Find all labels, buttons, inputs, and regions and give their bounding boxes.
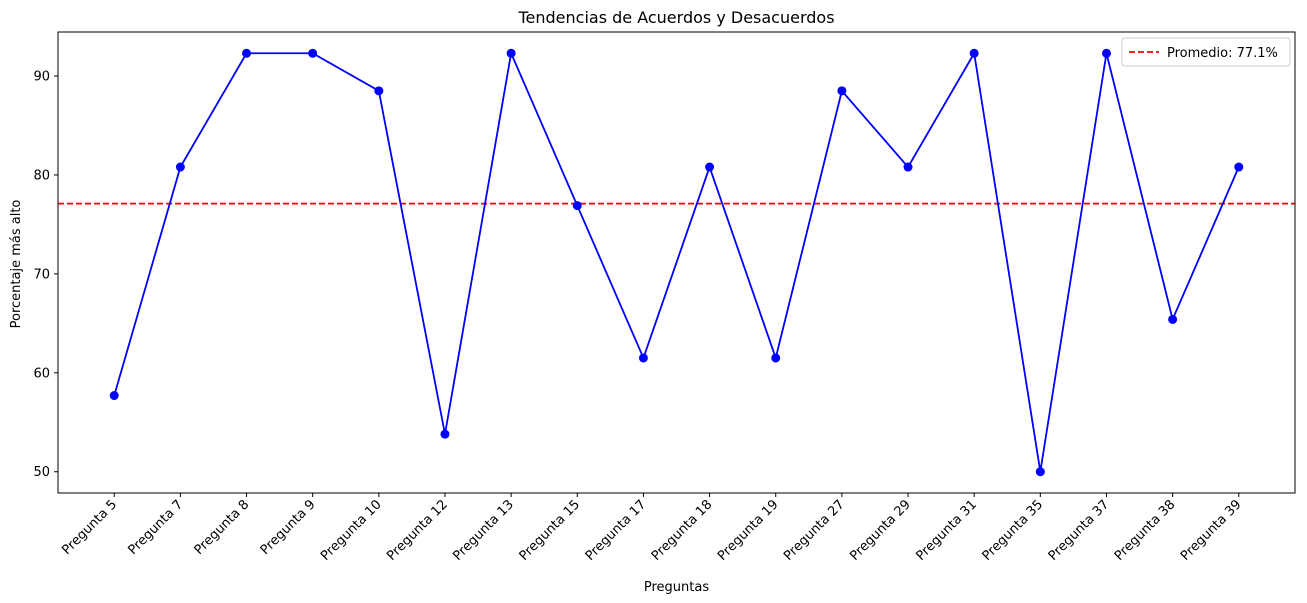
data-point (903, 162, 913, 172)
x-tick-label: Pregunta 9 (258, 497, 319, 558)
x-tick-label: Pregunta 10 (318, 497, 385, 564)
data-point (1168, 314, 1178, 324)
y-tick-label: 60 (33, 366, 50, 381)
data-point (506, 48, 516, 58)
x-tick-label: Pregunta 37 (1046, 497, 1113, 564)
x-axis-label: Preguntas (644, 580, 709, 595)
data-point (1101, 48, 1111, 58)
x-tick-label: Pregunta 15 (517, 497, 584, 564)
data-point (572, 201, 582, 211)
y-tick-label: 80 (33, 168, 50, 183)
plot-frame (57, 31, 1296, 494)
x-tick-label: Pregunta 31 (913, 497, 980, 564)
y-axis: 50 60 70 80 90 (33, 70, 58, 480)
data-point (1234, 162, 1244, 172)
data-point (308, 48, 318, 58)
x-tick-label: Pregunta 12 (384, 497, 451, 564)
x-tick-label: Pregunta 39 (1178, 497, 1245, 564)
y-axis-label: Porcentaje más alto (9, 200, 24, 329)
x-tick-label: Pregunta 35 (980, 497, 1047, 564)
data-point (705, 162, 715, 172)
legend-label-average: Promedio: 77.1% (1167, 46, 1278, 61)
x-tick-label: Pregunta 19 (715, 497, 782, 564)
series-line (113, 50, 1240, 472)
y-tick-label: 90 (33, 70, 50, 85)
data-point (771, 353, 781, 363)
legend: Promedio: 77.1% (1121, 37, 1291, 67)
x-tick-label: Pregunta 18 (649, 497, 716, 564)
data-point (638, 353, 648, 363)
data-point (1035, 467, 1045, 477)
data-point (374, 86, 384, 96)
x-tick-label: Pregunta 27 (781, 497, 848, 564)
legend-box (1121, 37, 1291, 67)
x-axis: Pregunta 5 Pregunta 7 Pregunta 8 Pregunta 9… (59, 493, 1245, 564)
data-point (837, 86, 847, 96)
x-tick-label: Pregunta 17 (583, 497, 650, 564)
chart-title: Tendencias de Acuerdos y Desacuerdos (517, 8, 834, 27)
x-tick-label: Pregunta 5 (59, 497, 120, 558)
x-tick-label: Pregunta 38 (1112, 497, 1179, 564)
data-point (242, 48, 252, 58)
x-tick-label: Pregunta 7 (125, 497, 186, 558)
y-tick-label: 50 (33, 465, 50, 480)
data-point (440, 429, 450, 439)
x-tick-label: Pregunta 8 (192, 497, 253, 558)
x-tick-label: Pregunta 29 (847, 497, 914, 564)
data-point (109, 391, 119, 401)
x-tick-label: Pregunta 13 (450, 497, 517, 564)
series-group (109, 48, 1244, 477)
y-tick-label: 70 (33, 267, 50, 282)
data-point (969, 48, 979, 58)
data-point (175, 162, 185, 172)
